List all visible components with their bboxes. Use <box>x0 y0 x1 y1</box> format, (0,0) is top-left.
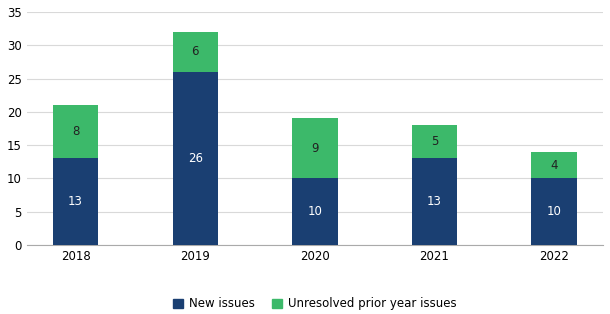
Text: 6: 6 <box>192 46 199 58</box>
Text: 9: 9 <box>311 142 318 155</box>
Text: 4: 4 <box>550 159 558 171</box>
Bar <box>53 105 98 158</box>
Text: 5: 5 <box>431 135 438 148</box>
Text: 8: 8 <box>72 125 79 138</box>
Bar <box>292 178 337 245</box>
Text: 13: 13 <box>427 195 442 208</box>
Bar <box>531 152 577 178</box>
Bar <box>412 125 458 158</box>
Bar <box>292 118 337 178</box>
Text: 10: 10 <box>547 205 562 218</box>
Bar <box>412 158 458 245</box>
Text: 13: 13 <box>68 195 83 208</box>
Bar <box>531 178 577 245</box>
Bar <box>173 72 218 245</box>
Bar <box>173 32 218 72</box>
Text: 10: 10 <box>307 205 322 218</box>
Bar <box>53 158 98 245</box>
Text: 26: 26 <box>188 152 203 165</box>
Legend: New issues, Unresolved prior year issues: New issues, Unresolved prior year issues <box>169 293 461 314</box>
